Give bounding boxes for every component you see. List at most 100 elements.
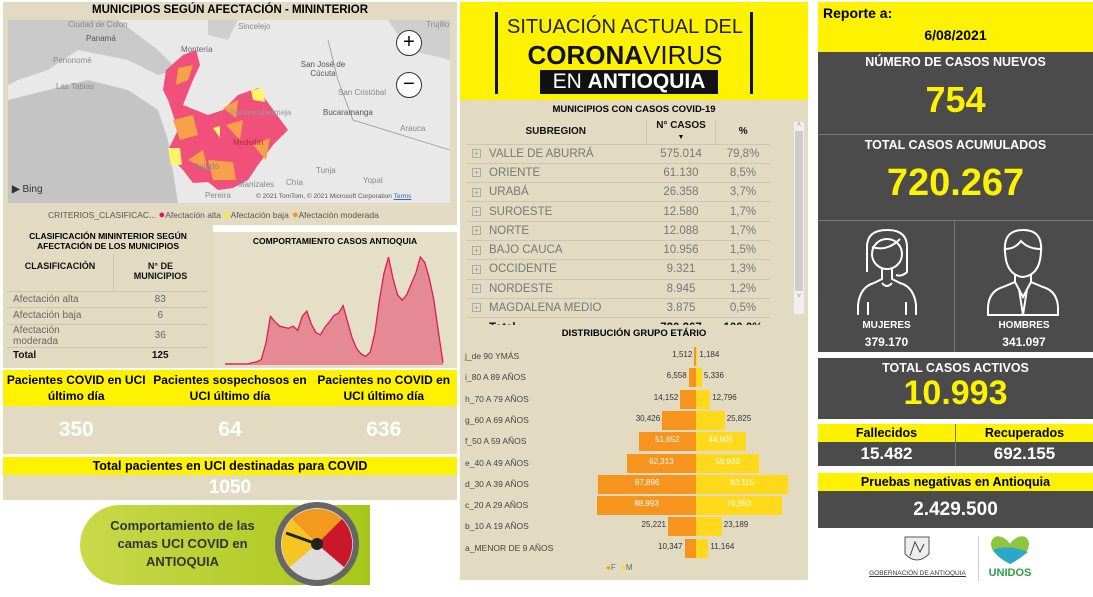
bar-male[interactable] xyxy=(696,538,709,558)
expand-icon[interactable]: + xyxy=(472,226,481,236)
bar-male[interactable] xyxy=(696,389,711,409)
city-label: Bucaramanga xyxy=(323,108,373,117)
bar-female[interactable] xyxy=(688,368,696,388)
age-group-label: e_40 A 49 AÑOS xyxy=(465,457,529,468)
bar-value-label: 12,796 xyxy=(712,392,737,402)
woman-icon xyxy=(857,228,917,315)
bar-female[interactable] xyxy=(694,347,696,366)
uci-beds-banner[interactable]: Comportamiento de las camas UCI COVID en… xyxy=(80,502,370,586)
column-header[interactable]: SUBREGION xyxy=(466,120,646,145)
cases-cell: 61.130 xyxy=(646,163,716,184)
percent-cell: 1,2% xyxy=(715,279,770,299)
bar-male[interactable] xyxy=(696,496,782,516)
bar-value-label: 1,184 xyxy=(699,350,720,359)
active-cases-value: 10.993 xyxy=(903,374,1008,412)
percent-cell: 3,7% xyxy=(715,182,770,203)
title-line1: SITUACIÓN ACTUAL DEL xyxy=(507,16,743,38)
column-header[interactable]: % xyxy=(715,120,770,145)
expand-icon[interactable]: + xyxy=(472,284,481,294)
legend-dot: ● xyxy=(288,209,299,221)
cumulative-cases-value: 720.267 xyxy=(886,162,1025,204)
bar-female[interactable] xyxy=(667,517,696,537)
subregion-name: BAJO CAUCA xyxy=(489,244,563,257)
subregion-name: NORDESTE xyxy=(489,282,553,295)
city-label: San Cristóbal xyxy=(338,88,387,97)
cumulative-cases-panel: TOTAL CASOS ACUMULADOS 720.267 xyxy=(818,135,1093,221)
bar-female[interactable] xyxy=(597,496,696,516)
column-header-sorted[interactable]: N° CASOS ▼ xyxy=(645,120,717,145)
bar-female[interactable] xyxy=(684,538,696,558)
table-row[interactable]: + OCCIDENTE 9.321 1,3% xyxy=(466,259,770,280)
age-pyramid-chart: j_de 90 YMÁS 1,512 1,184 i_80 A 89 AÑOS 6,55… xyxy=(460,325,808,580)
recovered-value: 692.155 xyxy=(956,442,1093,466)
table-row[interactable]: + BAJO CAUCA 10.956 1,5% xyxy=(466,240,770,261)
gobernacion-label: GOBERNACIÓN DE ANTIOQUIA xyxy=(869,570,966,577)
recovered-box: Recuperados 692.155 xyxy=(956,424,1093,466)
scroll-down-icon[interactable]: ˅ xyxy=(796,293,802,300)
bar-male[interactable] xyxy=(696,474,789,494)
bar-male[interactable] xyxy=(696,517,722,537)
bar-female[interactable] xyxy=(680,389,696,409)
bar-female[interactable] xyxy=(598,474,696,494)
bar-male[interactable] xyxy=(696,453,760,473)
gauge-icon xyxy=(275,502,359,586)
women-label: MUJERES xyxy=(862,320,911,331)
table-row[interactable]: + NORDESTE 8.945 1,2% xyxy=(466,279,770,299)
scroll-up-icon[interactable]: ˄ xyxy=(796,122,802,129)
women-value: 379.170 xyxy=(864,335,909,349)
deaths-label: Fallecidos xyxy=(818,424,955,442)
bar-male[interactable] xyxy=(696,432,746,452)
bar-female[interactable] xyxy=(662,410,696,430)
legend-item[interactable]: ●Afectación moderada xyxy=(288,209,379,221)
bar-female[interactable] xyxy=(638,432,696,452)
zoom-in-button[interactable]: + xyxy=(396,30,422,56)
table-row[interactable]: + VALLE DE ABURRÁ 575.014 79,8% xyxy=(466,144,770,164)
percent-cell: 79,8% xyxy=(715,144,770,164)
scrollbar-thumb[interactable] xyxy=(795,131,803,291)
legend-item[interactable]: ●Afectación baja xyxy=(221,209,289,221)
uci-total-value: 1050 xyxy=(3,475,457,500)
map-title: MUNICIPIOS SEGÚN AFECTACIÓN - MININTERIO… xyxy=(92,4,368,16)
legend-item[interactable]: ●Afectación alta xyxy=(159,209,221,221)
zoom-out-button[interactable]: − xyxy=(396,72,422,98)
table-row[interactable]: + ORIENTE 61.130 8,5% xyxy=(466,163,770,184)
expand-icon[interactable]: + xyxy=(472,245,481,255)
expand-icon[interactable]: + xyxy=(472,264,481,274)
new-cases-panel: NÚMERO DE CASOS NUEVOS 754 xyxy=(818,52,1093,135)
table-row[interactable]: + SUROESTE 12.580 1,7% xyxy=(466,201,770,222)
scrollbar[interactable]: ˄ ˅ xyxy=(794,122,804,314)
map-basemap xyxy=(8,20,450,203)
percent-cell: 0,5% xyxy=(715,298,770,319)
table-row[interactable]: + NORTE 12.088 1,7% xyxy=(466,221,770,241)
active-cases-label: TOTAL CASOS ACTIVOS xyxy=(882,361,1029,375)
bar-female[interactable] xyxy=(626,453,696,473)
bar-value-label: 1,512 xyxy=(672,350,693,359)
table-row[interactable]: + URABÁ 26.358 3,7% xyxy=(466,182,770,203)
expand-icon[interactable]: + xyxy=(472,168,481,178)
bar-male[interactable] xyxy=(696,347,698,366)
terms-link[interactable]: Terms xyxy=(393,193,412,200)
cases-cell: 3.875 xyxy=(646,298,716,319)
age-distribution-panel: DISTRIBUCIÓN GRUPO ETÁRIO j_de 90 YMÁS 1,… xyxy=(460,325,808,580)
subregion-name: ORIENTE xyxy=(489,166,541,179)
expand-icon[interactable]: + xyxy=(472,187,481,197)
expand-icon[interactable]: + xyxy=(472,207,481,216)
uci-covid-value: 350 xyxy=(58,418,94,441)
bar-value-label: 11,164 xyxy=(710,541,735,551)
map[interactable]: Ciudad de Colon Panamá Penonomé Las Tabl… xyxy=(8,20,450,203)
cases-cell: 12.088 xyxy=(646,221,716,241)
expand-icon[interactable]: + xyxy=(472,303,481,313)
table-row[interactable]: + MAGDALENA MEDIO 3.875 0,5% xyxy=(466,298,770,319)
city-label: Yopal xyxy=(363,176,383,185)
age-group-label: a_MENOR DE 9 AÑOS xyxy=(465,542,554,553)
bar-male[interactable] xyxy=(696,368,702,388)
negative-tests-label: Pruebas negativas en Antioquia xyxy=(818,473,1093,491)
uci-sospechosos-label: Pacientes sospechosos en UCI último día xyxy=(153,373,307,403)
coat-of-arms-icon xyxy=(904,536,930,561)
subregion-name: SUROESTE xyxy=(489,205,553,218)
age-chart-title: DISTRIBUCIÓN GRUPO ETÁRIO xyxy=(561,328,707,339)
bar-male[interactable] xyxy=(696,410,725,430)
expand-icon[interactable]: + xyxy=(472,149,481,159)
city-label: Ciudad de Colon xyxy=(68,20,128,29)
bar-value-label: 56,933 xyxy=(715,456,740,466)
